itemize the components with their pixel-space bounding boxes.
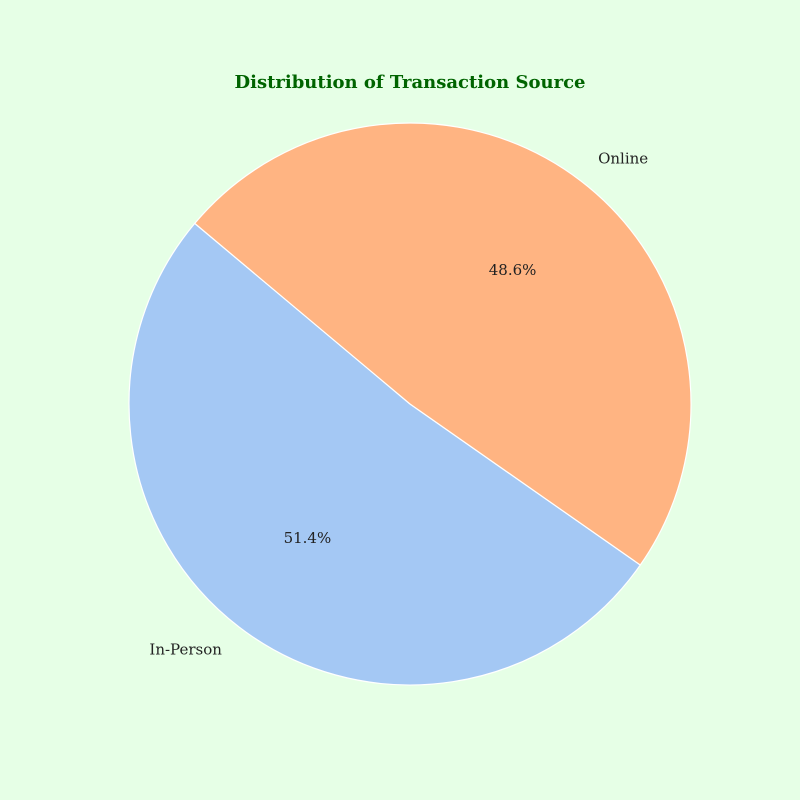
pie-slice-online (193, 122, 692, 566)
pie-slices (128, 122, 692, 686)
chart-title: Distribution of Transaction Source (235, 72, 586, 93)
pct-label-in-person: 51.4% (284, 529, 332, 547)
pie-labels: 51.4% In-Person 48.6% Online (149, 150, 648, 659)
slice-label-online: Online (598, 150, 648, 168)
slice-label-in-person: In-Person (149, 640, 222, 658)
pct-label-online: 48.6% (489, 261, 537, 279)
pie-slice-in-person (128, 222, 642, 686)
